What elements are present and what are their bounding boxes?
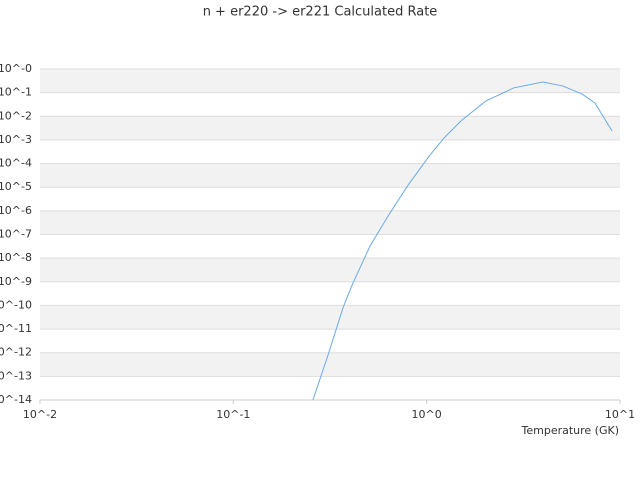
data-line [312,81,613,400]
y-tick-label: 10^-2 [0,109,32,122]
y-tick-label: 10^-1 [0,86,32,99]
y-tick-label: 10^-10 [0,298,32,311]
y-tick-label: 10^-5 [0,180,32,193]
y-tick-label: 10^-8 [0,251,32,264]
x-tick-label: 10^1 [605,408,635,421]
grid-band [40,116,620,140]
x-tick-label: 10^-1 [216,408,250,421]
grid-band [40,163,620,188]
grid-band [40,258,620,282]
y-tick-label: 10^-11 [0,322,32,335]
grid-band [40,352,620,377]
y-tick-label: 10^-3 [0,133,32,146]
y-tick-label: 10^-12 [0,346,32,359]
x-tick-label: 10^0 [412,408,442,421]
chart-title: n + er220 -> er221 Calculated Rate [203,5,438,20]
grid-band [40,210,620,235]
x-tick-label: 10^-2 [23,408,57,421]
y-tick-label: 10^-9 [0,275,32,288]
x-axis-label: Temperature (GK) [521,424,620,437]
grid-band [40,305,620,330]
y-tick-label: 10^-6 [0,204,32,217]
y-tick-label: 10^-0 [0,62,32,75]
y-tick-label: 10^-13 [0,369,32,382]
y-tick-label: 10^-4 [0,157,32,170]
y-tick-label: 10^-14 [0,393,32,406]
grid-band [40,69,620,93]
y-tick-label: 10^-7 [0,228,32,241]
